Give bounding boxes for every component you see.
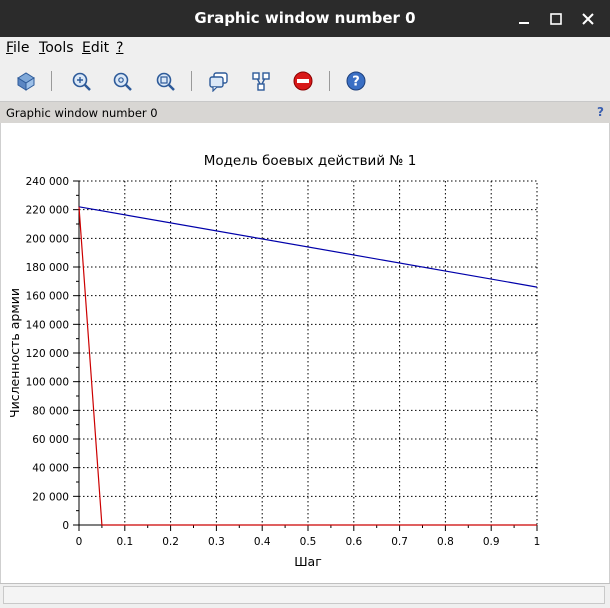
y-tick-label: 100 000 xyxy=(26,377,69,389)
x-tick-label: 0.6 xyxy=(345,536,362,548)
toolbar-separator xyxy=(329,71,330,91)
datatip-icon xyxy=(209,72,228,92)
x-axis-label: Шаг xyxy=(294,554,322,569)
y-tick-label: 40 000 xyxy=(32,463,69,475)
chart: 0 0.1 0.2 0.3 0.4 0.5 0.6 0.7 0.8 0.9 1 0 20 000 40 0… xyxy=(7,153,541,569)
y-axis-label: Численность армии xyxy=(7,288,22,418)
y-tick-label: 240 000 xyxy=(26,176,69,188)
plot-canvas[interactable]: 0 0.1 0.2 0.3 0.4 0.5 0.6 0.7 0.8 0.9 1 0 20 000 40 0… xyxy=(0,123,610,583)
datatip-button[interactable] xyxy=(208,70,230,92)
x-tick-label: 0.1 xyxy=(116,536,133,548)
menu-edit[interactable]: Edit xyxy=(82,40,110,56)
info-bar-label: Graphic window number 0 xyxy=(6,106,158,120)
y-tick-label: 140 000 xyxy=(26,319,69,331)
y-tick-label: 160 000 xyxy=(26,291,69,303)
x-tick-label: 0.7 xyxy=(391,536,408,548)
y-tick-label: 220 000 xyxy=(26,205,69,217)
y-tick-label: 180 000 xyxy=(26,262,69,274)
zoom-out-button[interactable] xyxy=(111,70,133,92)
edit-button[interactable] xyxy=(250,70,272,92)
title-bar: Graphic window number 0 xyxy=(0,0,610,37)
rotate-icon xyxy=(17,72,35,91)
x-tick-label: 0.3 xyxy=(208,536,225,548)
stop-button[interactable] xyxy=(292,70,314,92)
maximize-button[interactable] xyxy=(546,9,566,29)
chart-title: Модель боевых действий № 1 xyxy=(204,153,417,169)
rotate-button[interactable] xyxy=(15,70,37,92)
info-bar: Graphic window number 0 ? xyxy=(0,101,610,124)
toolbar-separator xyxy=(51,71,52,91)
x-tick-label: 0.8 xyxy=(437,536,454,548)
status-bar xyxy=(0,583,610,608)
help-icon: ? xyxy=(346,71,366,91)
zoom-in-button[interactable] xyxy=(70,70,92,92)
info-bar-help[interactable]: ? xyxy=(597,105,604,119)
y-tick-label: 120 000 xyxy=(26,348,69,360)
zoom-rect-button[interactable] xyxy=(154,70,176,92)
close-button[interactable] xyxy=(578,9,598,29)
menu-help[interactable]: ? xyxy=(116,40,124,56)
y-tick-label: 60 000 xyxy=(32,434,69,446)
maximize-icon xyxy=(550,13,562,25)
y-tick-label: 0 xyxy=(62,520,69,532)
y-tick-label: 200 000 xyxy=(26,233,69,245)
series-line-2 xyxy=(78,206,537,526)
x-tick-label: 0.4 xyxy=(254,536,271,548)
toolbar-separator xyxy=(191,71,192,91)
zoom-out-icon xyxy=(113,72,132,91)
toolbar: ? xyxy=(0,61,610,101)
menu-bar: File Tools Edit ? xyxy=(0,37,610,61)
menu-tools[interactable]: Tools xyxy=(39,40,74,56)
y-tick-label: 20 000 xyxy=(32,491,69,503)
stop-icon xyxy=(293,71,313,91)
status-field xyxy=(3,586,605,604)
minimize-icon xyxy=(519,22,529,24)
x-tick-label: 0.9 xyxy=(483,536,500,548)
series-line-1 xyxy=(78,206,538,288)
close-icon xyxy=(582,13,594,25)
zoom-in-icon xyxy=(72,72,91,91)
x-tick-label: 0.2 xyxy=(162,536,179,548)
y-tick-label: 80 000 xyxy=(32,405,69,417)
svg-text:?: ? xyxy=(352,75,360,90)
menu-file[interactable]: File xyxy=(6,40,30,56)
window-title: Graphic window number 0 xyxy=(194,9,416,27)
edit-icon xyxy=(252,72,270,91)
help-button[interactable]: ? xyxy=(345,70,367,92)
minimize-button[interactable] xyxy=(514,9,534,29)
x-tick-label: 0.5 xyxy=(300,536,317,548)
x-tick-label: 0 xyxy=(76,536,83,548)
x-tick-label: 1 xyxy=(534,536,541,548)
zoom-rect-icon xyxy=(156,72,175,91)
